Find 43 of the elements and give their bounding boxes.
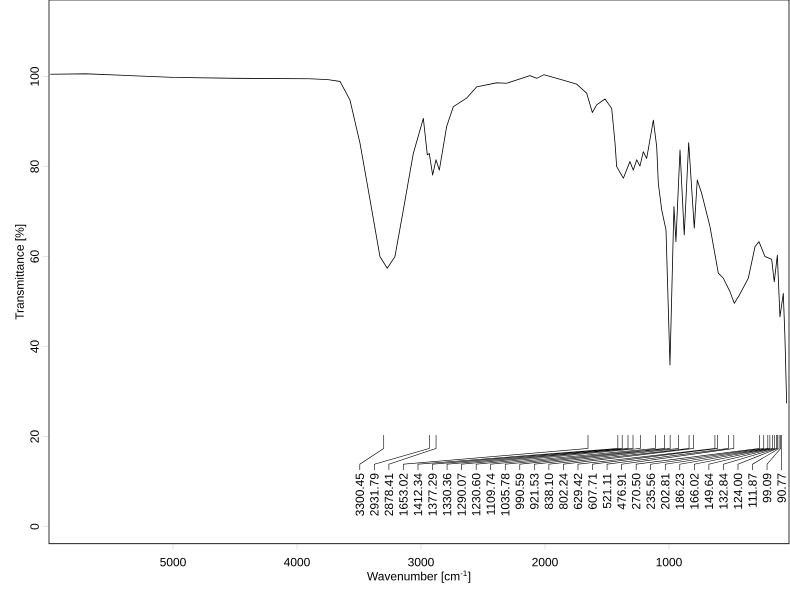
annotation: 1290.07 [457,474,466,516]
annotation: 90.77 [777,474,786,502]
y-tick-label: 20 [30,430,39,443]
annotation: 1377.29 [428,474,437,516]
annotation: 202.81 [661,474,670,510]
annotation: 802.24 [559,473,568,510]
annotation: 124.00 [734,474,742,509]
annotation: 607.71 [588,474,597,510]
annotation: 1230.60 [472,474,480,516]
annotation: 1109.74 [486,473,495,514]
annotation: 270.50 [632,474,640,510]
annotation: 521.11 [602,474,612,508]
annotation: 1035.78 [501,474,510,516]
annotation: 166.02 [690,474,699,509]
x-tick-label: 3000 [408,558,434,566]
annotation: 132.84 [719,473,728,509]
annotation: 1412.34 [414,473,422,516]
annotation: 476.91 [617,474,626,510]
y-tick-label: 80 [30,160,39,173]
x-tick-label: 2000 [532,558,558,566]
annotation: 99.09 [762,474,772,502]
annotation: 235.56 [646,474,655,510]
annotation: 3300.45 [356,474,364,516]
annotation: 629.42 [574,474,582,510]
y-tick-label: 100 [30,66,39,86]
y-axis-title: Transmittance [%] [15,224,26,320]
x-tick-label: 4000 [284,558,310,566]
x-tick-label: 5000 [160,558,186,566]
y-tick-label: 40 [30,340,39,353]
annotation: 111.87 [748,474,757,507]
annotation: 921.53 [530,474,539,510]
annotation: 838.10 [544,474,554,510]
annotation: 1330.36 [442,474,452,516]
annotation: 186.23 [676,474,684,509]
annotation: 990.59 [516,474,524,510]
x-tick-label: 1000 [656,558,682,566]
annotation: 2878.41 [384,474,394,516]
x-axis-title: Wavenumber [cm$^{-1}$] [366,570,470,583]
annotation: 149.64 [704,473,714,509]
annotation: 1653.02 [399,474,408,516]
y-tick-label: 60 [30,250,39,263]
y-tick-label: 0 [30,524,39,530]
annotation: 2931.79 [370,474,379,516]
